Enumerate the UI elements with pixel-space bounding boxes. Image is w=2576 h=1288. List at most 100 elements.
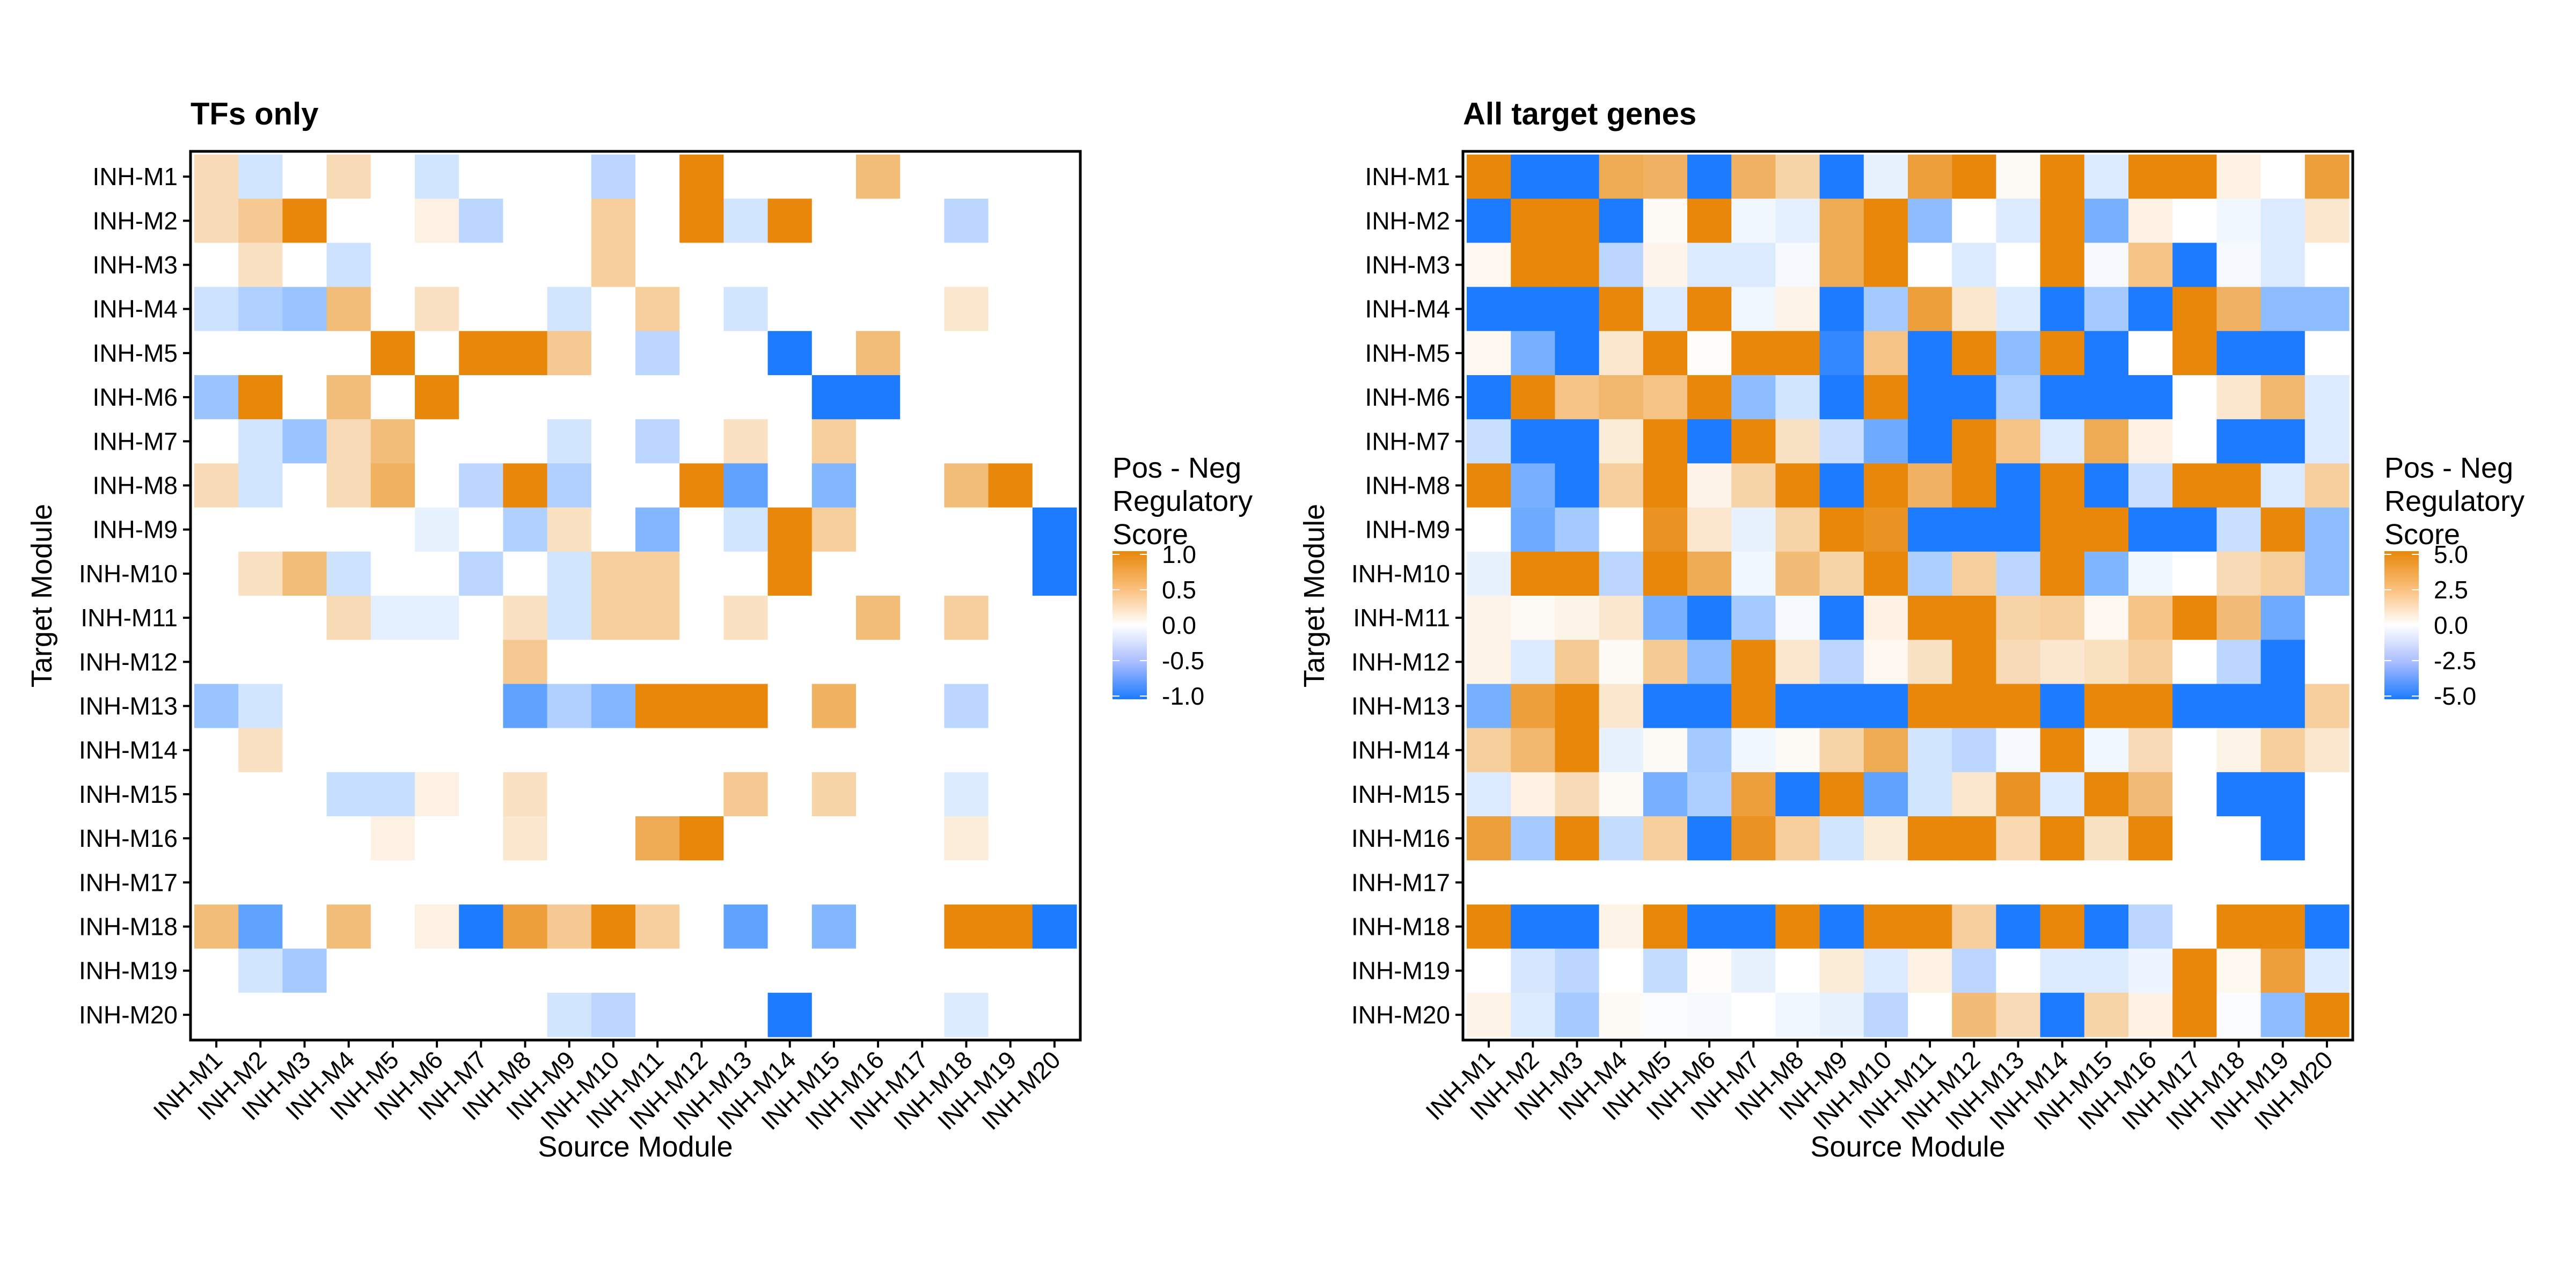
- heatmap-cell: [1643, 199, 1688, 243]
- heatmap-cell: [415, 948, 459, 993]
- heatmap-cell: [2216, 155, 2262, 199]
- heatmap-cell: [1643, 155, 1688, 199]
- heatmap-cell: [1032, 507, 1077, 552]
- heatmap-cell: [944, 728, 989, 773]
- heatmap-cell: [1032, 331, 1077, 376]
- heatmap-cell: [2172, 419, 2217, 464]
- heatmap-cell: [326, 596, 371, 640]
- heatmap-cell: [2040, 419, 2085, 464]
- y-tick-label: INH-M14: [79, 736, 178, 764]
- heatmap-cell: [1687, 992, 1732, 1037]
- heatmap-cell: [370, 640, 415, 684]
- heatmap-panel-all-target-genes: All target genes INH-M1 INH-M2 INH-M3 INH-M…: [1298, 97, 2524, 1163]
- heatmap-cell: [2260, 331, 2306, 376]
- heatmap-cell: [1467, 816, 1511, 861]
- heatmap-cell: [2304, 992, 2350, 1037]
- heatmap-cell: [1952, 243, 1996, 288]
- heatmap-cell: [988, 640, 1033, 684]
- heatmap-cell: [944, 948, 989, 993]
- y-axis-ticks: INH-M1 INH-M2 INH-M3 INH-M4 INH-M5 INH-M6 INH-…: [1351, 163, 1463, 1029]
- heatmap-cell: [900, 243, 945, 288]
- heatmap-cell: [2216, 419, 2262, 464]
- heatmap-cell: [811, 155, 857, 199]
- heatmap-cell: [2040, 640, 2085, 684]
- heatmap-cell: [811, 419, 857, 464]
- heatmap-cell: [1467, 507, 1511, 552]
- heatmap-cell: [591, 640, 636, 684]
- heatmap-cell: [415, 992, 459, 1037]
- heatmap-cell: [1863, 419, 1908, 464]
- heatmap-cell: [2172, 948, 2217, 993]
- heatmap-cell: [1599, 507, 1644, 552]
- heatmap-cell: [194, 904, 239, 949]
- heatmap-cell: [2304, 860, 2350, 905]
- heatmap-cell: [1863, 155, 1908, 199]
- heatmap-cell: [1863, 904, 1908, 949]
- y-tick-label: INH-M6: [93, 383, 178, 411]
- heatmap-cell: [635, 375, 680, 420]
- heatmap-cell: [1599, 992, 1644, 1037]
- heatmap-cell: [282, 375, 327, 420]
- heatmap-cell: [547, 243, 592, 288]
- heatmap-cell: [547, 596, 592, 640]
- heatmap-cell: [811, 331, 857, 376]
- heatmap-cell: [2216, 992, 2262, 1037]
- heatmap-cell: [2172, 199, 2217, 243]
- heatmap-cell: [1599, 155, 1644, 199]
- heatmap-cell: [415, 287, 459, 332]
- heatmap-cell: [2260, 155, 2306, 199]
- heatmap-cell: [459, 816, 503, 861]
- heatmap-cell: [1952, 684, 1996, 729]
- x-axis-ticks: INH-M1INH-M2INH-M3INH-M4INH-M5INH-M6INH-…: [148, 1040, 1066, 1135]
- heatmap-cell: [1908, 463, 1952, 508]
- heatmap-cell: [459, 596, 503, 640]
- heatmap-cell: [194, 331, 239, 376]
- heatmap-cell: [194, 992, 239, 1037]
- heatmap-cell: [1996, 507, 2041, 552]
- heatmap-cell: [1032, 243, 1077, 288]
- heatmap-cell: [635, 507, 680, 552]
- heatmap-cell: [1775, 728, 1820, 773]
- y-tick-label: INH-M12: [1351, 648, 1450, 676]
- heatmap-cell: [2260, 772, 2306, 817]
- heatmap-cell: [1555, 375, 1600, 420]
- heatmap-cell: [238, 287, 283, 332]
- heatmap-cell: [415, 507, 459, 552]
- heatmap-cell: [2172, 155, 2217, 199]
- heatmap-cell: [1467, 684, 1511, 729]
- heatmap-cell: [1687, 904, 1732, 949]
- heatmap-cell: [1599, 904, 1644, 949]
- heatmap-cell: [1731, 375, 1776, 420]
- heatmap-cell: [900, 463, 945, 508]
- heatmap-cell: [591, 507, 636, 552]
- heatmap-cell: [459, 463, 503, 508]
- heatmap-cell: [2084, 684, 2129, 729]
- heatmap-cell: [723, 419, 769, 464]
- heatmap-cell: [459, 287, 503, 332]
- heatmap-cell: [370, 860, 415, 905]
- y-tick-label: INH-M4: [1365, 295, 1450, 323]
- heatmap-cell: [1643, 684, 1688, 729]
- heatmap-cell: [1908, 596, 1952, 640]
- heatmap-cell: [1032, 728, 1077, 773]
- heatmap-cell: [2040, 596, 2085, 640]
- y-tick-label: INH-M11: [80, 604, 178, 632]
- heatmap-cell: [2304, 728, 2350, 773]
- heatmap-cell: [282, 904, 327, 949]
- heatmap-cell: [2128, 992, 2173, 1037]
- heatmap-cell: [811, 684, 857, 729]
- heatmap-cell: [1908, 904, 1952, 949]
- heatmap-cell: [415, 596, 459, 640]
- heatmap-cell: [2084, 551, 2129, 596]
- heatmap-cell: [1819, 155, 1864, 199]
- heatmap-cell: [1952, 860, 1996, 905]
- y-tick-label: INH-M9: [1365, 516, 1450, 544]
- heatmap-cell: [2040, 772, 2085, 817]
- heatmap-cell: [2216, 684, 2262, 729]
- heatmap-cell: [2128, 199, 2173, 243]
- y-tick-label: INH-M11: [1353, 604, 1450, 632]
- y-tick-label: INH-M1: [93, 163, 178, 191]
- heatmap-cell: [1775, 772, 1820, 817]
- heatmap-cell: [194, 772, 239, 817]
- heatmap-cell: [944, 596, 989, 640]
